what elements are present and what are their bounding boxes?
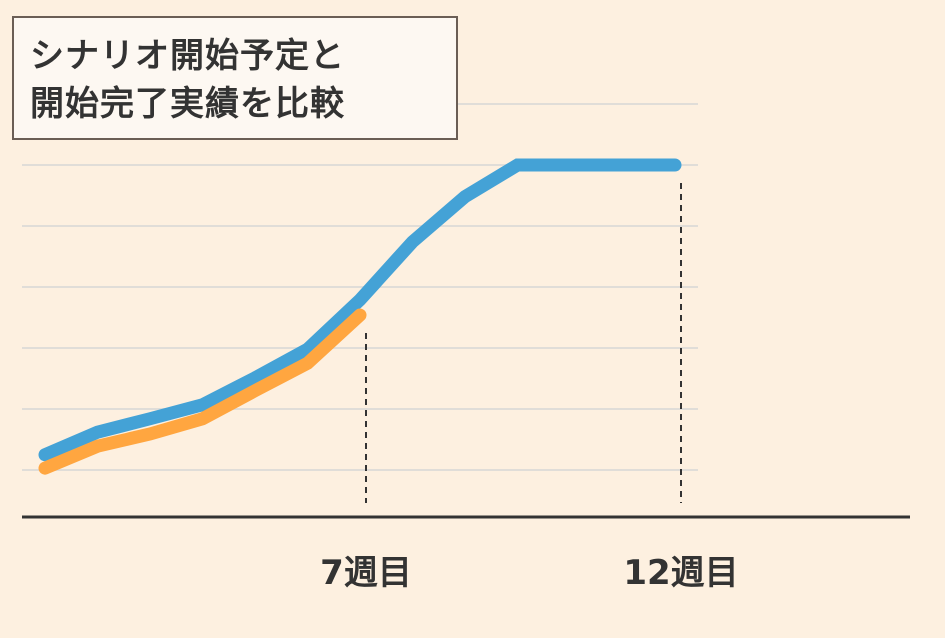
chart-title-box: シナリオ開始予定と 開始完了実績を比較 [12,16,458,140]
x-label-week-12: 12週目 [623,553,739,593]
chart-title-line-1: シナリオ開始予定と [30,36,345,76]
chart-title-line-2: 開始完了実績を比較 [30,84,345,124]
x-label-week-7: 7週目 [320,553,412,593]
